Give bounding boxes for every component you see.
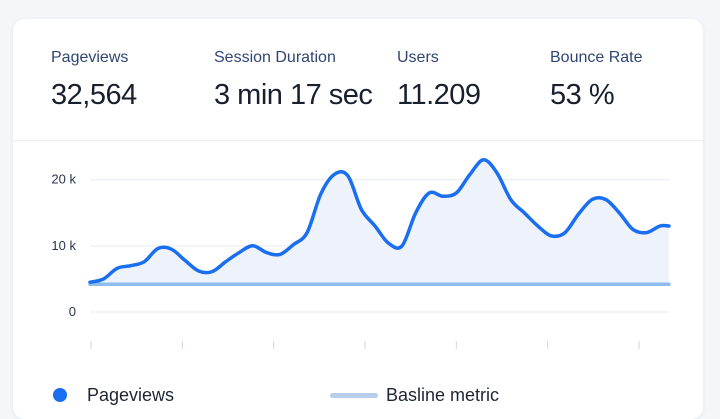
metric-value: 3 min 17 sec [214,79,373,111]
legend-dot-icon [53,388,67,402]
metric-session-duration: Session Duration 3 min 17 sec [214,49,373,112]
legend-line-icon [330,392,378,398]
legend-item-pageviews[interactable]: Pageviews [53,380,174,410]
metric-label: Pageviews [51,49,129,66]
pageviews-area-fill [90,159,669,285]
metric-label: Session Duration [214,49,336,66]
pageviews-line-chart: 0 10 k 20 k [51,158,671,349]
section-divider [13,140,703,141]
metric-value: 11.209 [397,79,481,111]
y-tick-label: 10 k [51,238,76,253]
metric-users: Users 11.209 [397,49,481,112]
metric-pageviews: Pageviews 32,564 [51,49,137,112]
y-tick-label: 20 k [51,172,76,187]
metric-value: 32,564 [51,79,137,111]
metric-label: Bounce Rate [550,49,643,66]
pageviews-series-line [88,158,671,284]
metric-label: Users [397,49,439,66]
y-tick-label: 0 [69,304,76,319]
legend-item-baseline[interactable]: Basline metric [330,380,499,410]
metric-value: 53 % [550,79,615,111]
legend-label: Pageviews [87,384,175,405]
legend-label: Basline metric [386,384,500,405]
metric-bounce-rate: Bounce Rate 53 % [550,49,643,112]
metrics-row: Pageviews 32,564 Session Duration 3 min … [13,19,703,129]
